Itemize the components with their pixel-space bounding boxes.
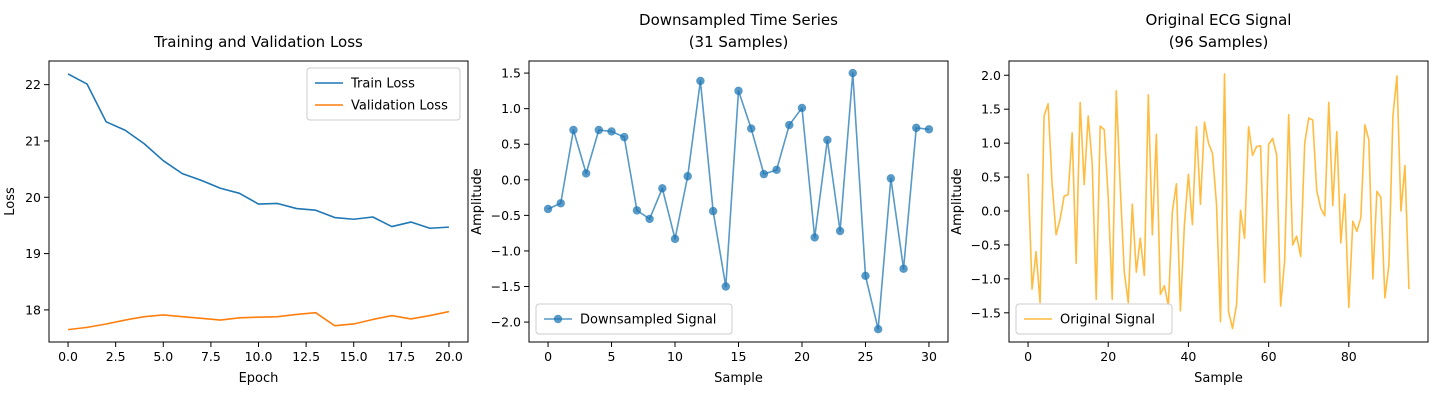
data-point [925,125,933,133]
legend-marker [554,315,562,323]
data-point [645,215,653,223]
y-tick-label: 19 [25,246,41,261]
data-point [557,199,565,207]
data-point [810,233,818,241]
x-tick-label: 20 [1100,349,1116,364]
x-tick-label: 5 [608,349,616,364]
data-point [823,136,831,144]
data-point [633,206,641,214]
data-point [849,69,857,77]
y-tick-label: −1.0 [971,271,1001,286]
legend-label: Validation Loss [351,99,448,114]
data-point [607,127,615,135]
y-tick-label: 1.5 [981,102,1001,117]
y-tick-label: 2.0 [981,68,1001,83]
x-tick-label: 2.5 [106,349,126,364]
y-tick-label: −0.5 [971,237,1001,252]
y-tick-label: −1.0 [491,243,521,258]
x-axis-label: Sample [1194,371,1243,386]
data-point [772,166,780,174]
x-tick-label: 0 [544,349,552,364]
y-tick-label: 1.0 [981,136,1001,151]
legend: Downsampled Signal [536,304,732,334]
y-tick-label: 0.5 [981,170,1001,185]
x-tick-label: 60 [1261,349,1277,364]
data-point [874,325,882,333]
data-point [709,207,717,215]
data-point [671,235,679,243]
legend: Train Loss Validation Loss [307,68,460,120]
chart-title: Original ECG Signal [1146,11,1292,29]
x-tick-label: 7.5 [201,349,221,364]
data-point [760,170,768,178]
x-tick-label: 20 [794,349,810,364]
y-tick-label: 18 [25,302,41,317]
x-tick-label: 30 [921,349,937,364]
x-tick-label: 5.0 [153,349,173,364]
data-point [785,121,793,129]
data-point [836,227,844,235]
data-point [747,124,755,132]
legend-label: Train Loss [350,77,415,92]
legend-label: Downsampled Signal [580,313,716,328]
data-point [722,282,730,290]
y-axis-label: Amplitude [950,168,965,235]
y-axis-label: Amplitude [470,168,485,235]
x-tick-label: 0 [1024,349,1032,364]
y-tick-label: 21 [25,133,41,148]
y-tick-label: −1.5 [491,279,521,294]
data-point [582,169,590,177]
chart-subtitle: (31 Samples) [689,33,789,51]
x-axis-label: Sample [714,371,763,386]
x-tick-label: 10.0 [245,349,273,364]
data-point [798,104,806,112]
data-point [595,126,603,134]
y-tick-label: 1.5 [501,66,521,81]
data-point [684,172,692,180]
y-tick-label: 0.0 [981,204,1001,219]
data-point [734,87,742,95]
y-tick-label: −0.5 [491,208,521,223]
x-axis-label: Epoch [239,371,279,386]
data-point [861,272,869,280]
data-point [569,126,577,134]
data-point [544,205,552,213]
data-point [899,265,907,273]
x-tick-label: 15 [731,349,747,364]
y-tick-label: 1.0 [501,101,521,116]
y-axis-label: Loss [3,187,18,216]
x-tick-label: 15.0 [340,349,368,364]
x-tick-label: 17.5 [387,349,415,364]
legend: Original Signal [1016,304,1172,334]
y-tick-label: −1.5 [971,305,1001,320]
data-point [887,174,895,182]
chart-title: Downsampled Time Series [639,11,838,29]
y-tick-label: 22 [25,77,41,92]
y-tick-label: 20 [25,190,41,205]
data-point [620,133,628,141]
legend-label: Original Signal [1060,313,1155,328]
x-tick-label: 20.0 [435,349,463,364]
chart-subtitle: (96 Samples) [1169,33,1269,51]
x-tick-label: 40 [1180,349,1196,364]
data-point [658,184,666,192]
x-tick-label: 12.5 [292,349,320,364]
x-tick-label: 10 [667,349,683,364]
y-tick-label: −2.0 [491,315,521,330]
y-tick-label: 0.0 [501,172,521,187]
chart-title: Training and Validation Loss [153,33,363,51]
x-tick-label: 0.0 [58,349,78,364]
data-point [912,124,920,132]
x-tick-label: 80 [1341,349,1357,364]
y-tick-label: 0.5 [501,137,521,152]
x-tick-label: 25 [858,349,874,364]
data-point [696,77,704,85]
